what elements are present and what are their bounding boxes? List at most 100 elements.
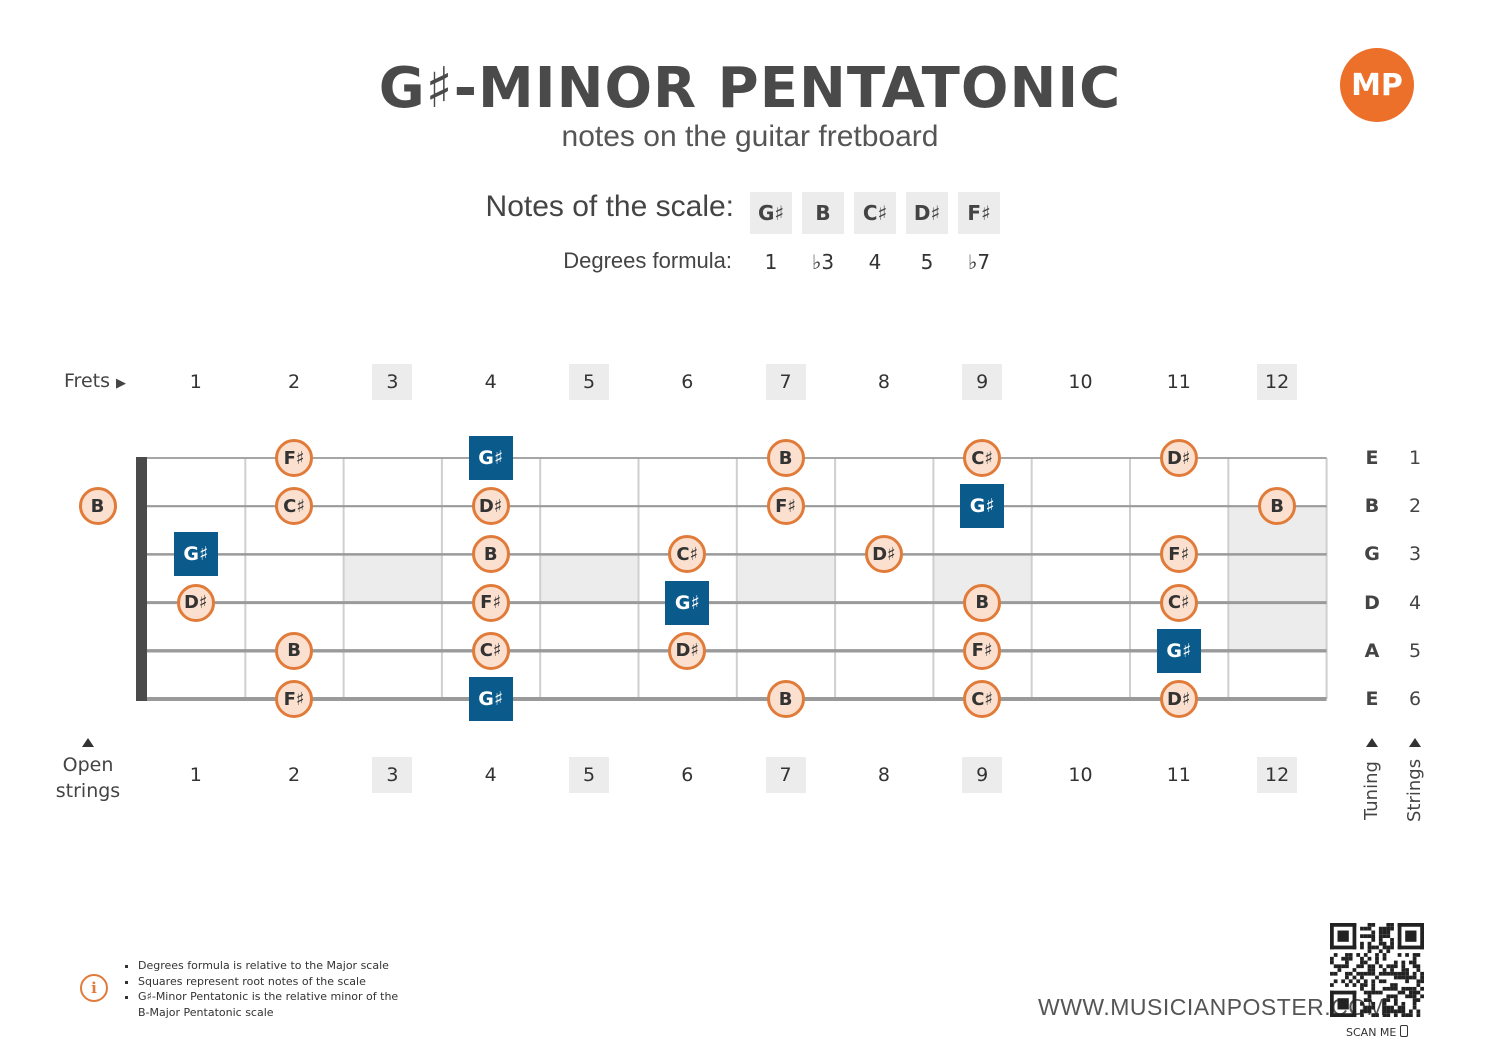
brand-logo[interactable]: MP [1340,48,1414,122]
qr-module [1416,968,1421,972]
tuning-label: Tuning [1361,761,1382,820]
qr-module [1408,994,1413,999]
qr-module [1360,964,1364,969]
qr-module [1412,975,1417,980]
scale-note-marker: C♯ [963,439,1002,477]
root-note-marker: G♯ [468,436,513,480]
string-tuning: B [1364,495,1380,518]
qr-module [1393,975,1398,980]
fret-number: 2 [288,764,301,786]
scale-note-marker: F♯ [471,583,510,622]
qr-module [1416,1013,1421,1017]
fret-number: 1 [189,371,202,393]
qr-module [1393,964,1398,969]
footer-note: Degrees formula is relative to the Major… [138,958,408,974]
qr-module [1345,983,1349,987]
fret-number: 6 [681,371,694,393]
scale-note-marker: B [766,439,805,477]
qr-module [1401,960,1406,965]
qr-module [1348,971,1353,976]
qr-module [1367,968,1372,972]
qr-module [1416,998,1421,1002]
qr-module [1371,983,1376,987]
qr-module [1360,934,1364,939]
qr-module [1360,960,1364,965]
qr-module [1378,926,1383,931]
qr-module [1382,1013,1387,1017]
qr-module [1386,926,1391,931]
qr-module [1367,1009,1372,1014]
qr-module [1352,990,1357,1017]
scale-note-marker: B [471,535,510,574]
fret-number: 7 [765,364,806,400]
qr-module [1367,949,1372,954]
qr-module [1337,968,1342,972]
string-tuning: D [1364,591,1380,614]
qr-code[interactable] [1330,923,1424,1017]
qr-module [1390,968,1394,972]
open-label-line2: strings [55,780,121,802]
nut [136,457,147,701]
qr-module [1390,938,1394,942]
qr-module [1397,1005,1402,1010]
qr-module [1371,930,1376,935]
qr-module [1356,964,1361,969]
qr-module [1371,968,1376,972]
qr-module [1378,971,1383,976]
qr-module [1408,986,1413,991]
qr-module [1371,1013,1376,1017]
qr-module [1401,1005,1406,1010]
qr-module [1367,956,1372,961]
qr-module [1393,960,1398,965]
scale-note-marker: C♯ [963,680,1002,718]
qr-module [1378,941,1383,946]
root-note-marker: G♯ [960,484,1005,529]
scale-note-marker: B [78,487,117,526]
qr-module [1360,1001,1364,1006]
qr-module [1341,979,1346,984]
qr-module [1386,945,1391,950]
scale-note-chip: C♯ [854,192,896,234]
qr-module [1330,956,1334,961]
qr-module [1386,934,1391,939]
qr-module [1401,986,1406,991]
string-tuning: E [1365,688,1379,710]
qr-module [1341,956,1346,961]
qr-module [1371,990,1376,995]
qr-module [1390,1005,1394,1010]
string-tuning: A [1364,639,1380,662]
page-subtitle: notes on the guitar fretboard [561,120,939,153]
qr-module [1330,945,1357,950]
qr-module [1390,941,1394,946]
fret-number: 7 [765,757,806,793]
qr-module [1390,964,1394,969]
qr-module [1382,971,1387,976]
qr-module [1371,964,1376,969]
qr-module [1330,990,1357,995]
scale-note-chip: F♯ [958,192,1000,234]
qr-module [1345,975,1349,980]
qr-module [1371,923,1376,927]
qr-module [1405,930,1417,942]
qr-module [1375,945,1379,950]
qr-module [1401,968,1406,972]
qr-module [1330,1013,1357,1017]
fret-number: 6 [681,764,694,786]
qr-module [1393,971,1398,976]
qr-module [1401,971,1406,976]
qr-module [1371,1001,1376,1006]
website-link[interactable]: WWW.MUSICIANPOSTER.COM [1038,994,1387,1020]
qr-module [1386,923,1391,927]
qr-module [1382,1001,1387,1006]
qr-module [1390,983,1394,987]
qr-module [1401,964,1406,969]
qr-module [1397,953,1402,957]
fret-inlay [540,554,639,603]
qr-module [1378,930,1383,935]
scale-note-marker: C♯ [471,631,510,670]
qr-module [1408,975,1413,980]
root-note-marker: G♯ [173,532,218,577]
qr-module [1330,990,1334,1017]
qr-module [1405,971,1409,976]
qr-module [1356,971,1361,976]
